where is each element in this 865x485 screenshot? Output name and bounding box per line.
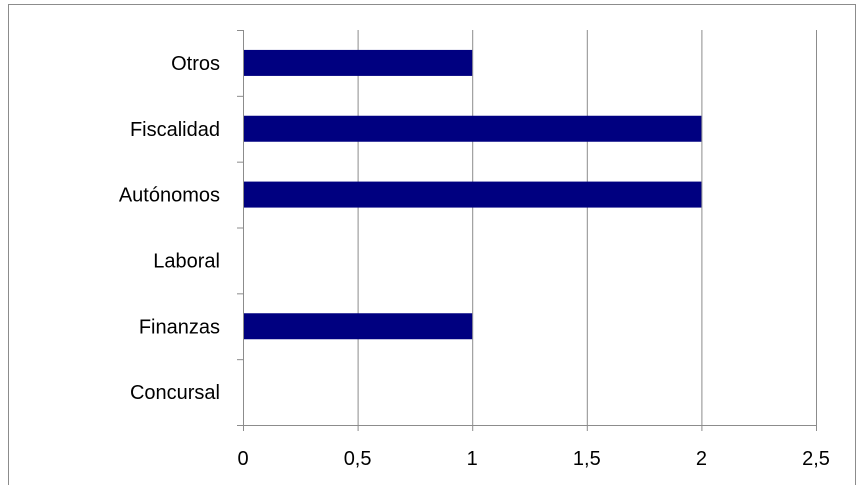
chart-frame <box>8 4 856 485</box>
category-label: Fiscalidad <box>130 119 220 141</box>
category-label: Laboral <box>153 250 220 272</box>
category-label: Otros <box>171 53 220 75</box>
category-label: Autónomos <box>119 185 220 207</box>
x-tick-label: 0,5 <box>344 448 372 470</box>
bar-finanzas <box>244 313 473 340</box>
bar-aut-nomos <box>244 181 702 208</box>
bar-otros <box>244 49 473 76</box>
bar-fiscalidad <box>244 115 702 142</box>
x-tick-label: 2,5 <box>802 448 830 470</box>
x-tick-label: 1,5 <box>573 448 601 470</box>
x-tick-label: 0 <box>237 448 248 470</box>
category-label: Concursal <box>130 382 220 404</box>
category-label: Finanzas <box>139 316 220 338</box>
x-tick-label: 2 <box>696 448 707 470</box>
x-tick-label: 1 <box>467 448 478 470</box>
